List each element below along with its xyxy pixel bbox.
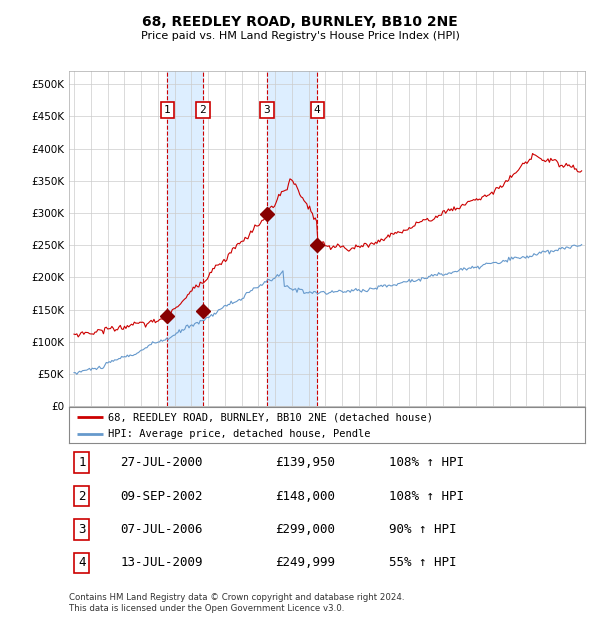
Text: £148,000: £148,000 — [275, 490, 335, 502]
Text: 27-JUL-2000: 27-JUL-2000 — [121, 456, 203, 469]
Text: 09-SEP-2002: 09-SEP-2002 — [121, 490, 203, 502]
Text: 108% ↑ HPI: 108% ↑ HPI — [389, 456, 464, 469]
Text: 2: 2 — [78, 490, 86, 502]
Text: 1: 1 — [78, 456, 86, 469]
Text: 07-JUL-2006: 07-JUL-2006 — [121, 523, 203, 536]
Text: 13-JUL-2009: 13-JUL-2009 — [121, 557, 203, 569]
Text: 4: 4 — [314, 105, 320, 115]
Text: £139,950: £139,950 — [275, 456, 335, 469]
Text: 2: 2 — [199, 105, 206, 115]
Text: 1: 1 — [164, 105, 171, 115]
Text: 90% ↑ HPI: 90% ↑ HPI — [389, 523, 457, 536]
Bar — [167, 71, 203, 406]
Text: 55% ↑ HPI: 55% ↑ HPI — [389, 557, 457, 569]
Text: 3: 3 — [78, 523, 86, 536]
Text: 68, REEDLEY ROAD, BURNLEY, BB10 2NE (detached house): 68, REEDLEY ROAD, BURNLEY, BB10 2NE (det… — [108, 412, 433, 422]
Text: Price paid vs. HM Land Registry's House Price Index (HPI): Price paid vs. HM Land Registry's House … — [140, 31, 460, 41]
Text: 68, REEDLEY ROAD, BURNLEY, BB10 2NE: 68, REEDLEY ROAD, BURNLEY, BB10 2NE — [142, 16, 458, 30]
Text: £299,000: £299,000 — [275, 523, 335, 536]
Text: 3: 3 — [263, 105, 271, 115]
Text: HPI: Average price, detached house, Pendle: HPI: Average price, detached house, Pend… — [108, 429, 370, 440]
Text: 108% ↑ HPI: 108% ↑ HPI — [389, 490, 464, 502]
Text: 4: 4 — [78, 557, 86, 569]
Bar — [267, 71, 317, 406]
Text: Contains HM Land Registry data © Crown copyright and database right 2024.
This d: Contains HM Land Registry data © Crown c… — [69, 593, 404, 613]
Text: £249,999: £249,999 — [275, 557, 335, 569]
